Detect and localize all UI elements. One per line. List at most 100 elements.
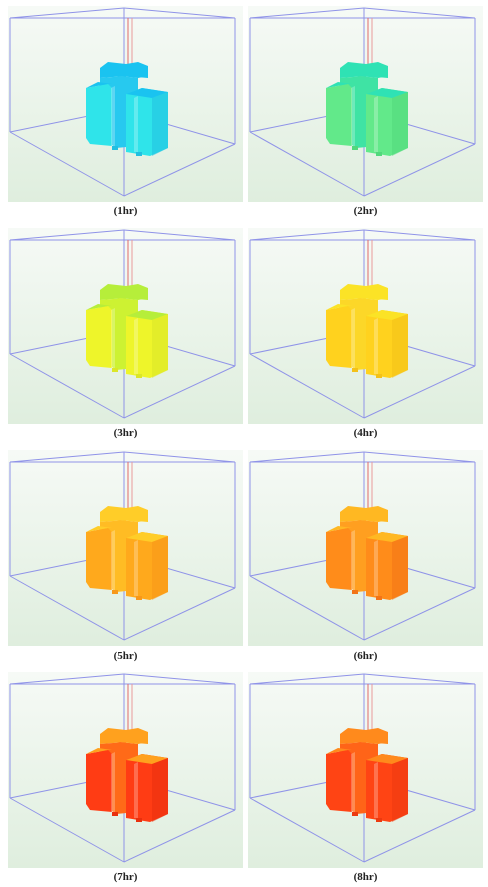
block-top-face bbox=[326, 304, 352, 310]
block-top-face bbox=[326, 82, 352, 88]
block-shading bbox=[351, 308, 378, 374]
block-foot bbox=[352, 368, 358, 372]
block-left-face bbox=[326, 306, 352, 368]
time-step-panel bbox=[248, 672, 483, 868]
block-top-face bbox=[120, 294, 148, 300]
block-shading bbox=[111, 308, 138, 374]
axis-lines bbox=[367, 18, 373, 68]
block-foot bbox=[136, 374, 142, 378]
block-top-face bbox=[126, 310, 168, 320]
time-step-label: (5hr) bbox=[113, 650, 138, 662]
time-step-panel bbox=[8, 228, 243, 424]
time-step-label: (1hr) bbox=[113, 205, 138, 217]
block-side-face bbox=[152, 314, 168, 378]
block-highlight bbox=[374, 762, 378, 818]
block-top-face bbox=[126, 532, 168, 542]
block-foot bbox=[112, 590, 118, 594]
block-top-face bbox=[86, 82, 112, 88]
block-shading bbox=[351, 86, 378, 152]
block-side-face bbox=[152, 536, 168, 600]
wireframe-edge bbox=[9, 575, 125, 641]
block-top-face bbox=[360, 738, 388, 744]
block-left-face bbox=[326, 84, 352, 146]
block-top-face bbox=[360, 294, 388, 300]
wireframe-edge bbox=[9, 797, 125, 863]
block-top-face bbox=[120, 72, 148, 78]
wireframe-edge bbox=[363, 673, 476, 685]
wireframe-edge bbox=[123, 7, 236, 19]
wireframe-edge bbox=[363, 143, 476, 197]
block-side-face bbox=[392, 314, 408, 378]
block-highlight bbox=[374, 96, 378, 152]
block-highlight bbox=[111, 530, 115, 590]
block-top-face bbox=[100, 284, 126, 300]
block-shading bbox=[111, 752, 138, 818]
block-top-face bbox=[340, 506, 366, 522]
block-foot bbox=[376, 374, 382, 378]
wireframe-edge bbox=[249, 7, 365, 19]
block-foot bbox=[352, 812, 358, 816]
block-highlight bbox=[111, 752, 115, 812]
heated-block-stack bbox=[86, 284, 168, 378]
wireframe-edge bbox=[363, 809, 476, 863]
block-top-face bbox=[326, 748, 352, 754]
time-step-label: (8hr) bbox=[353, 871, 378, 883]
block-highlight bbox=[351, 86, 355, 146]
block-top-face bbox=[366, 88, 408, 98]
heated-block-stack bbox=[86, 728, 168, 822]
wireframe-edge bbox=[249, 673, 365, 685]
wireframe-edge bbox=[363, 451, 476, 463]
wireframe-edge bbox=[363, 365, 476, 419]
wireframe-edge bbox=[249, 797, 365, 863]
time-step-label: (4hr) bbox=[353, 427, 378, 439]
time-step-label: (3hr) bbox=[113, 427, 138, 439]
wireframe-edge bbox=[249, 451, 365, 463]
wireframe-edge bbox=[9, 673, 125, 685]
block-top-face bbox=[366, 754, 408, 764]
wireframe-edge bbox=[363, 587, 476, 641]
block-foot bbox=[376, 152, 382, 156]
block-shading bbox=[111, 530, 138, 596]
wireframe-edge bbox=[363, 7, 476, 19]
block-top-face bbox=[366, 310, 408, 320]
wireframe-edge bbox=[249, 575, 365, 641]
block-foot bbox=[136, 152, 142, 156]
block-side-face bbox=[152, 92, 168, 156]
block-top-face bbox=[86, 748, 112, 754]
block-top-face bbox=[120, 738, 148, 744]
block-top-face bbox=[360, 72, 388, 78]
container-3d-view bbox=[8, 450, 243, 646]
axis-lines bbox=[127, 18, 133, 68]
block-highlight bbox=[134, 96, 138, 152]
block-highlight bbox=[351, 308, 355, 368]
wireframe-edge bbox=[123, 451, 236, 463]
container-3d-view bbox=[248, 6, 483, 202]
block-top-face bbox=[100, 62, 126, 78]
bounding-box-wireframe bbox=[9, 451, 236, 641]
wireframe-edge bbox=[123, 143, 236, 197]
block-side-face bbox=[392, 758, 408, 822]
block-foot bbox=[352, 146, 358, 150]
time-step-label: (2hr) bbox=[353, 205, 378, 217]
block-top-face bbox=[126, 754, 168, 764]
block-highlight bbox=[134, 540, 138, 596]
block-highlight bbox=[374, 318, 378, 374]
time-step-panel bbox=[248, 450, 483, 646]
block-foot bbox=[352, 590, 358, 594]
wireframe-edge bbox=[123, 229, 236, 241]
axis-lines bbox=[367, 240, 373, 290]
block-left-face bbox=[86, 306, 112, 368]
wireframe-edge bbox=[363, 229, 476, 241]
time-step-panel bbox=[8, 672, 243, 868]
axis-lines bbox=[367, 684, 373, 734]
axis-lines bbox=[127, 462, 133, 512]
block-top-face bbox=[120, 516, 148, 522]
block-highlight bbox=[111, 86, 115, 146]
axis-lines bbox=[367, 462, 373, 512]
block-side-face bbox=[392, 92, 408, 156]
block-top-face bbox=[100, 506, 126, 522]
block-highlight bbox=[374, 540, 378, 596]
block-side-face bbox=[392, 536, 408, 600]
block-shading bbox=[111, 86, 138, 152]
